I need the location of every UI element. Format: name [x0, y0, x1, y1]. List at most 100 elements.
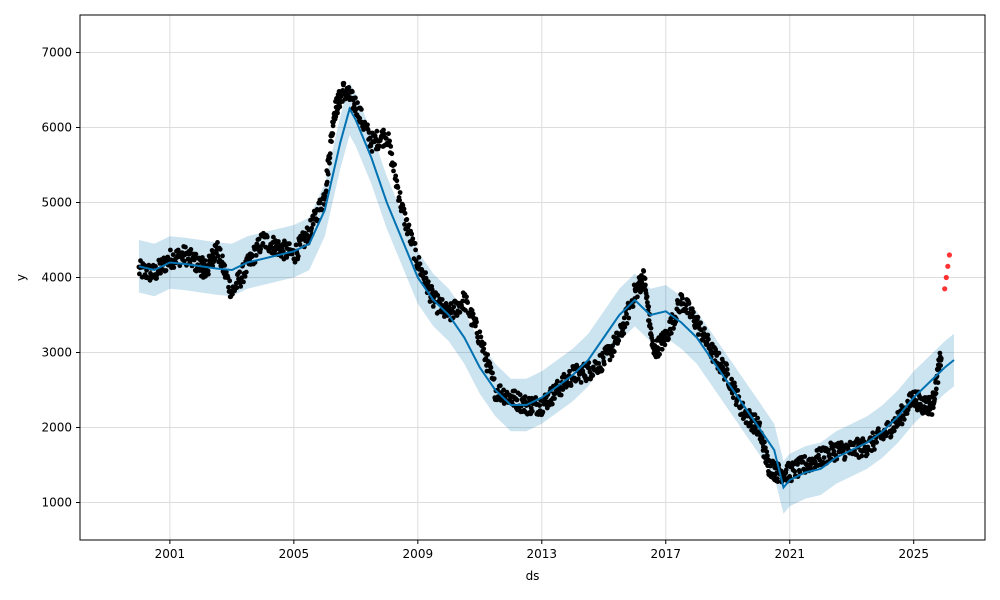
observed-point [929, 412, 935, 417]
observed-point [392, 162, 397, 167]
observed-point [901, 417, 907, 422]
observed-point [578, 380, 584, 385]
observed-point [425, 279, 431, 284]
observed-point [163, 268, 169, 273]
observed-point [659, 346, 665, 352]
observed-point [725, 371, 731, 377]
x-tick-label: 2017 [650, 547, 681, 561]
observed-point [346, 85, 352, 90]
observed-point [501, 401, 507, 406]
observed-point [827, 452, 832, 457]
observed-point [387, 138, 392, 144]
observed-point [517, 392, 523, 398]
observed-point [329, 139, 334, 145]
observed-point [666, 336, 671, 342]
observed-point [478, 334, 484, 340]
observed-point [282, 238, 287, 244]
observed-point [624, 311, 629, 317]
observed-point [646, 318, 652, 323]
observed-point [490, 370, 495, 376]
observed-point [702, 326, 707, 331]
observed-point [355, 100, 360, 105]
observed-point [554, 378, 560, 384]
observed-point [792, 469, 798, 474]
observed-point [393, 173, 399, 179]
observed-point [775, 479, 781, 484]
observed-point [488, 365, 494, 371]
observed-point [624, 321, 630, 326]
observed-point [324, 179, 330, 185]
observed-point [258, 246, 263, 252]
observed-point [223, 269, 229, 275]
observed-point [650, 338, 656, 344]
observed-point [389, 151, 395, 157]
observed-point [359, 107, 364, 112]
observed-point [383, 136, 389, 141]
observed-point [596, 361, 602, 366]
observed-point [842, 454, 848, 460]
observed-point [891, 428, 897, 434]
observed-point [388, 144, 394, 149]
observed-point [330, 123, 336, 129]
observed-point [639, 279, 645, 285]
observed-point [621, 331, 627, 336]
observed-point [349, 89, 355, 95]
observed-points [136, 80, 944, 485]
observed-point [158, 270, 163, 276]
observed-point [695, 314, 701, 320]
observed-point [491, 376, 497, 381]
observed-point [611, 349, 617, 354]
recent-observed-point [946, 252, 953, 258]
uncertainty-band [138, 82, 954, 514]
y-tick-label: 4000 [41, 271, 72, 285]
observed-point [401, 206, 407, 212]
observed-point [234, 285, 240, 291]
observed-point [413, 247, 418, 253]
observed-point [762, 439, 767, 445]
observed-point [735, 388, 741, 393]
observed-point [206, 271, 211, 277]
observed-point [427, 299, 433, 304]
observed-point [241, 279, 246, 285]
observed-point [400, 203, 406, 208]
observed-point [220, 253, 225, 259]
observed-point [773, 465, 778, 471]
observed-point [327, 160, 332, 166]
observed-point [318, 200, 323, 206]
observed-point [309, 225, 314, 231]
grid-lines [80, 15, 985, 540]
observed-point [691, 309, 696, 315]
observed-point [644, 294, 650, 300]
observed-point [724, 362, 729, 367]
observed-point [657, 351, 662, 357]
observed-point [895, 422, 901, 427]
y-axis-label: y [14, 274, 28, 281]
observed-point [671, 326, 676, 331]
observed-point [668, 330, 674, 336]
observed-point [242, 274, 248, 279]
observed-point [932, 396, 937, 402]
observed-point [859, 453, 865, 459]
observed-point [272, 248, 278, 254]
observed-point [454, 313, 460, 318]
observed-point [423, 270, 428, 276]
observed-point [154, 275, 160, 281]
observed-point [439, 297, 445, 302]
observed-point [540, 409, 546, 415]
observed-point [341, 80, 347, 86]
x-tick-label: 2001 [155, 547, 186, 561]
observed-point [237, 269, 243, 275]
observed-point [646, 304, 652, 310]
observed-point [327, 151, 333, 157]
observed-point [382, 131, 387, 137]
observed-point [410, 236, 416, 242]
observed-point [193, 251, 199, 257]
observed-point [552, 396, 557, 401]
y-axis-ticks: 1000 2000 3000 4000 5000 6000 7000 [41, 46, 80, 510]
observed-point [590, 373, 596, 378]
observed-point [227, 278, 233, 284]
observed-point [243, 269, 249, 275]
observed-point [587, 365, 592, 371]
observed-point [369, 149, 375, 154]
